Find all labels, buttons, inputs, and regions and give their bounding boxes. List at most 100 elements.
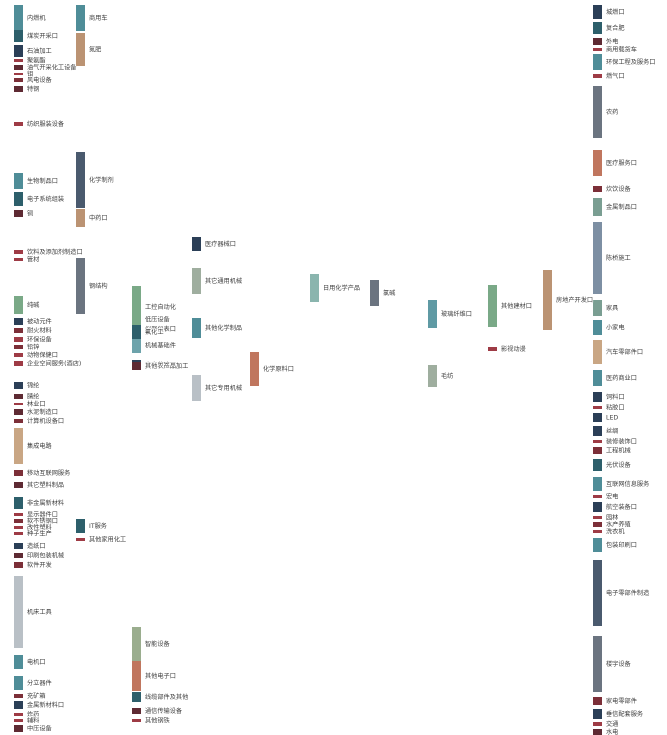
sankey-node[interactable] xyxy=(14,173,23,189)
sankey-node[interactable] xyxy=(593,709,602,719)
sankey-link[interactable] xyxy=(85,6,593,31)
sankey-node[interactable] xyxy=(593,222,602,294)
sankey-link[interactable] xyxy=(23,366,428,424)
sankey-node[interactable] xyxy=(593,426,602,436)
sankey-node[interactable] xyxy=(14,192,23,206)
sankey-link[interactable] xyxy=(23,160,76,190)
sankey-link[interactable] xyxy=(23,87,593,114)
sankey-node[interactable] xyxy=(14,382,23,389)
sankey-node[interactable] xyxy=(593,440,602,443)
sankey-node[interactable] xyxy=(14,361,23,366)
sankey-link[interactable] xyxy=(23,645,132,670)
sankey-link[interactable] xyxy=(437,286,488,328)
sankey-node[interactable] xyxy=(76,5,85,31)
sankey-node[interactable] xyxy=(76,209,85,227)
sankey-node[interactable] xyxy=(593,459,602,471)
sankey-node[interactable] xyxy=(14,553,23,558)
sankey-node[interactable] xyxy=(14,122,23,126)
sankey-node[interactable] xyxy=(14,5,23,31)
sankey-node[interactable] xyxy=(14,428,23,464)
sankey-node[interactable] xyxy=(14,576,23,648)
sankey-node[interactable] xyxy=(14,562,23,568)
sankey-link[interactable] xyxy=(141,302,428,328)
sankey-link[interactable] xyxy=(23,74,593,100)
sankey-node[interactable] xyxy=(192,237,201,251)
sankey-node[interactable] xyxy=(593,5,602,19)
sankey-node[interactable] xyxy=(14,86,23,92)
sankey-node[interactable] xyxy=(132,325,141,339)
sankey-node[interactable] xyxy=(14,318,23,325)
sankey-node[interactable] xyxy=(593,522,602,527)
sankey-node[interactable] xyxy=(593,729,602,735)
sankey-node[interactable] xyxy=(192,318,201,338)
sankey-node[interactable] xyxy=(14,419,23,423)
sankey-link[interactable] xyxy=(23,390,192,406)
sankey-node[interactable] xyxy=(14,482,23,488)
sankey-node[interactable] xyxy=(14,497,23,509)
sankey-node[interactable] xyxy=(593,697,602,705)
sankey-node[interactable] xyxy=(14,526,23,529)
sankey-node[interactable] xyxy=(132,362,141,370)
sankey-node[interactable] xyxy=(192,375,201,401)
sankey-node[interactable] xyxy=(14,403,23,405)
sankey-node[interactable] xyxy=(14,296,23,314)
sankey-node[interactable] xyxy=(132,627,141,661)
sankey-link[interactable] xyxy=(85,216,593,235)
sankey-node[interactable] xyxy=(192,268,201,294)
sankey-node[interactable] xyxy=(593,502,602,512)
sankey-node[interactable] xyxy=(132,719,141,722)
sankey-node[interactable] xyxy=(76,33,85,66)
sankey-node[interactable] xyxy=(14,78,23,82)
sankey-node[interactable] xyxy=(14,73,23,75)
sankey-link[interactable] xyxy=(201,237,593,290)
sankey-node[interactable] xyxy=(14,337,23,342)
sankey-node[interactable] xyxy=(14,519,23,523)
sankey-node[interactable] xyxy=(14,30,23,42)
sankey-node[interactable] xyxy=(593,38,602,45)
sankey-link[interactable] xyxy=(201,304,428,338)
sankey-node[interactable] xyxy=(132,286,141,328)
sankey-link[interactable] xyxy=(85,114,593,174)
sankey-link[interactable] xyxy=(23,60,593,91)
sankey-link[interactable] xyxy=(85,172,593,215)
sankey-node[interactable] xyxy=(132,692,141,702)
sankey-node[interactable] xyxy=(14,676,23,690)
sankey-node[interactable] xyxy=(132,661,141,691)
sankey-node[interactable] xyxy=(14,59,23,62)
sankey-link[interactable] xyxy=(379,280,428,325)
sankey-node[interactable] xyxy=(593,340,602,364)
sankey-node[interactable] xyxy=(250,352,259,386)
sankey-node[interactable] xyxy=(593,198,602,216)
sankey-node[interactable] xyxy=(593,150,602,176)
sankey-node[interactable] xyxy=(593,406,602,409)
sankey-node[interactable] xyxy=(488,285,497,327)
sankey-node[interactable] xyxy=(593,413,602,422)
sankey-node[interactable] xyxy=(593,186,602,192)
sankey-link[interactable] xyxy=(141,692,593,708)
sankey-link[interactable] xyxy=(201,353,250,401)
sankey-node[interactable] xyxy=(14,394,23,399)
sankey-node[interactable] xyxy=(593,74,602,78)
sankey-link[interactable] xyxy=(141,719,593,726)
sankey-node[interactable] xyxy=(14,353,23,357)
sankey-link[interactable] xyxy=(85,151,593,195)
sankey-node[interactable] xyxy=(76,538,85,541)
sankey-link[interactable] xyxy=(497,271,543,327)
sankey-node[interactable] xyxy=(76,258,85,314)
sankey-link[interactable] xyxy=(85,539,593,648)
sankey-link[interactable] xyxy=(85,5,593,69)
sankey-node[interactable] xyxy=(593,22,602,34)
sankey-node[interactable] xyxy=(593,495,602,498)
sankey-node[interactable] xyxy=(593,538,602,552)
sankey-node[interactable] xyxy=(593,560,602,626)
sankey-node[interactable] xyxy=(14,470,23,476)
sankey-node[interactable] xyxy=(593,300,602,316)
sankey-node[interactable] xyxy=(370,280,379,306)
sankey-link[interactable] xyxy=(23,520,593,583)
sankey-node[interactable] xyxy=(488,347,497,351)
sankey-link[interactable] xyxy=(552,301,593,325)
sankey-node[interactable] xyxy=(14,701,23,709)
sankey-link[interactable] xyxy=(85,528,593,644)
sankey-link[interactable] xyxy=(141,595,593,691)
sankey-node[interactable] xyxy=(310,274,319,302)
